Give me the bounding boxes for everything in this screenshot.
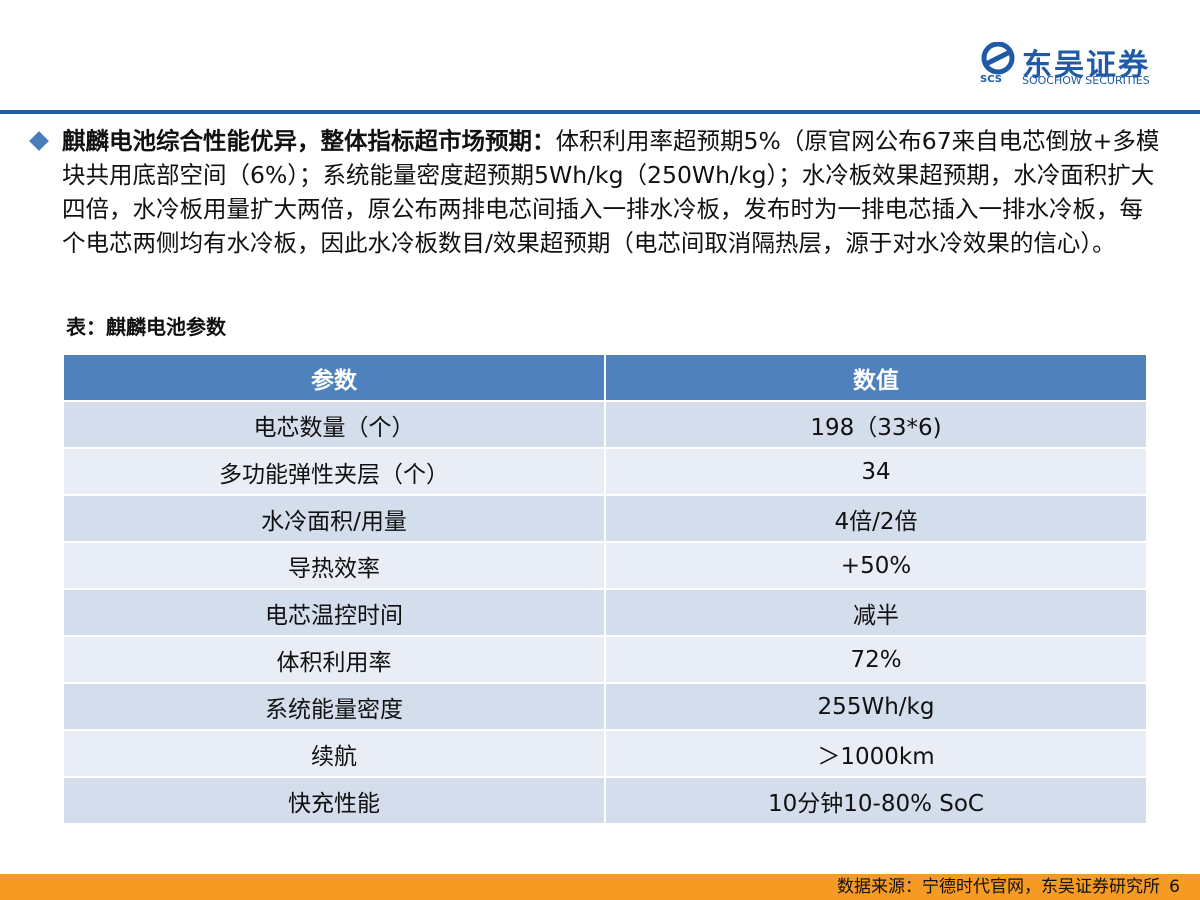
logo: SCS 东吴证券 SOOCHOW SECURITIES (978, 40, 1178, 90)
source: 数据来源：宁德时代官网，东吴证券研究所 (837, 877, 1160, 897)
value-cell: 255Wh/kg (604, 682, 1148, 731)
value-cell: 10分钟10-80% SoC (604, 776, 1148, 825)
param-cell: 体积利用率 (62, 635, 606, 684)
table-caption: 表：麒麟电池参数 (66, 315, 226, 339)
param-cell: 快充性能 (62, 776, 606, 825)
param-cell: 续航 (62, 729, 606, 778)
table: 参数 数值 电芯数量（个） 198（33*6) 多功能弹性夹层（个） 34 水冷面积/用… (62, 353, 1148, 825)
logo-icon (981, 42, 1015, 75)
value-cell: 72% (604, 635, 1148, 684)
value-cell: 4倍/2倍 (604, 494, 1148, 543)
value-cell: 34 (604, 447, 1148, 496)
table-row: 电芯温控时间 减半 (62, 588, 1148, 637)
header-cell: 参数 (62, 353, 606, 402)
bullet-text: 麒麟电池综合性能优异，整体指标超市场预期：体积利用率超预期5%（原官网公布67来… (62, 124, 1162, 260)
value-cell: ＞1000km (604, 729, 1148, 778)
value-cell: +50% (604, 541, 1148, 590)
logo-mark: SCS (980, 74, 1002, 85)
bullet-body: 体积利用率超预期5%（原官网公布67来自电芯倒放+多模块共用底部空间（6%）；系… (62, 127, 1160, 257)
table-body: 电芯数量（个） 198（33*6) 多功能弹性夹层（个） 34 水冷面积/用量 4倍/2倍… (62, 400, 1148, 825)
value-cell: 减半 (604, 588, 1148, 637)
table-row: 导热效率 +50% (62, 541, 1148, 590)
param-cell: 水冷面积/用量 (62, 494, 606, 543)
table-row: 多功能弹性夹层（个） 34 (62, 447, 1148, 496)
param-cell: 多功能弹性夹层（个） (62, 447, 606, 496)
table-row: 电芯数量（个） 198（33*6) (62, 400, 1148, 449)
table-row: 水冷面积/用量 4倍/2倍 (62, 494, 1148, 543)
header-cell: 数值 (604, 353, 1148, 402)
param-cell: 电芯数量（个） (62, 400, 606, 449)
table-row: 快充性能 10分钟10-80% SoC (62, 776, 1148, 825)
value-cell: 198（33*6) (604, 400, 1148, 449)
page-number: 6 (1169, 877, 1180, 897)
header-rule (0, 110, 1200, 114)
param-cell: 电芯温控时间 (62, 588, 606, 637)
param-cell: 系统能量密度 (62, 682, 606, 731)
bullet-title: 麒麟电池综合性能优异，整体指标超市场预期： (62, 127, 556, 155)
footer-bar (0, 874, 1200, 900)
bullet-icon (29, 131, 49, 151)
header-row: 参数 数值 (62, 353, 1148, 402)
logo-name: 东吴证券 (1022, 48, 1150, 83)
param-cell: 导热效率 (62, 541, 606, 590)
table-row: 系统能量密度 255Wh/kg (62, 682, 1148, 731)
table-row: 体积利用率 72% (62, 635, 1148, 684)
logo-name-en: SOOCHOW SECURITIES (1022, 74, 1150, 87)
table-row: 续航 ＞1000km (62, 729, 1148, 778)
